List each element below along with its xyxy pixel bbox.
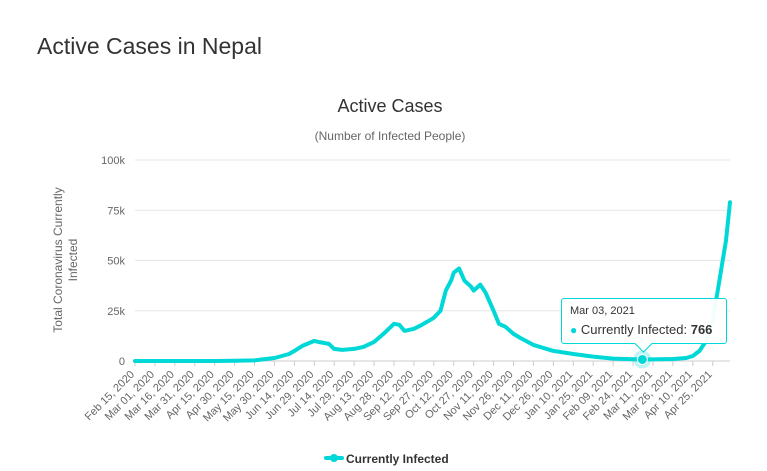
legend-marker [330, 454, 338, 462]
tooltip-date: Mar 03, 2021 [570, 305, 635, 317]
tooltip-series: Currently Infected [580, 322, 684, 337]
hover-point[interactable] [636, 353, 648, 365]
y-axis-label-line: Infected [66, 239, 80, 282]
tooltip-row: ● Currently Infected: 766 [570, 322, 713, 337]
legend[interactable]: Currently Infected [324, 452, 449, 466]
y-tick-label: 0 [119, 356, 125, 368]
y-axis-label-line: Total Coronavirus Currently [51, 187, 65, 332]
y-tick-label: 100k [101, 155, 125, 167]
y-tick-label: 75k [107, 205, 125, 217]
y-tick-label: 25k [107, 306, 125, 318]
tooltip: Mar 03, 2021 ● Currently Infected: 766 [561, 298, 727, 353]
y-axis-ticks: 0 25k 50k 75k 100k [101, 155, 125, 368]
y-tick-label: 50k [107, 256, 125, 268]
chart-subtitle: (Number of Infected People) [315, 129, 466, 143]
tooltip-dot-icon: ● [570, 323, 578, 337]
page-heading: Active Cases in Nepal [37, 33, 262, 59]
y-axis-label: Total Coronavirus CurrentlyInfected [51, 187, 80, 332]
tooltip-value: 766 [690, 322, 713, 337]
series-group [133, 200, 732, 369]
chart-title: Active Cases [337, 96, 442, 116]
legend-label: Currently Infected [346, 452, 449, 466]
